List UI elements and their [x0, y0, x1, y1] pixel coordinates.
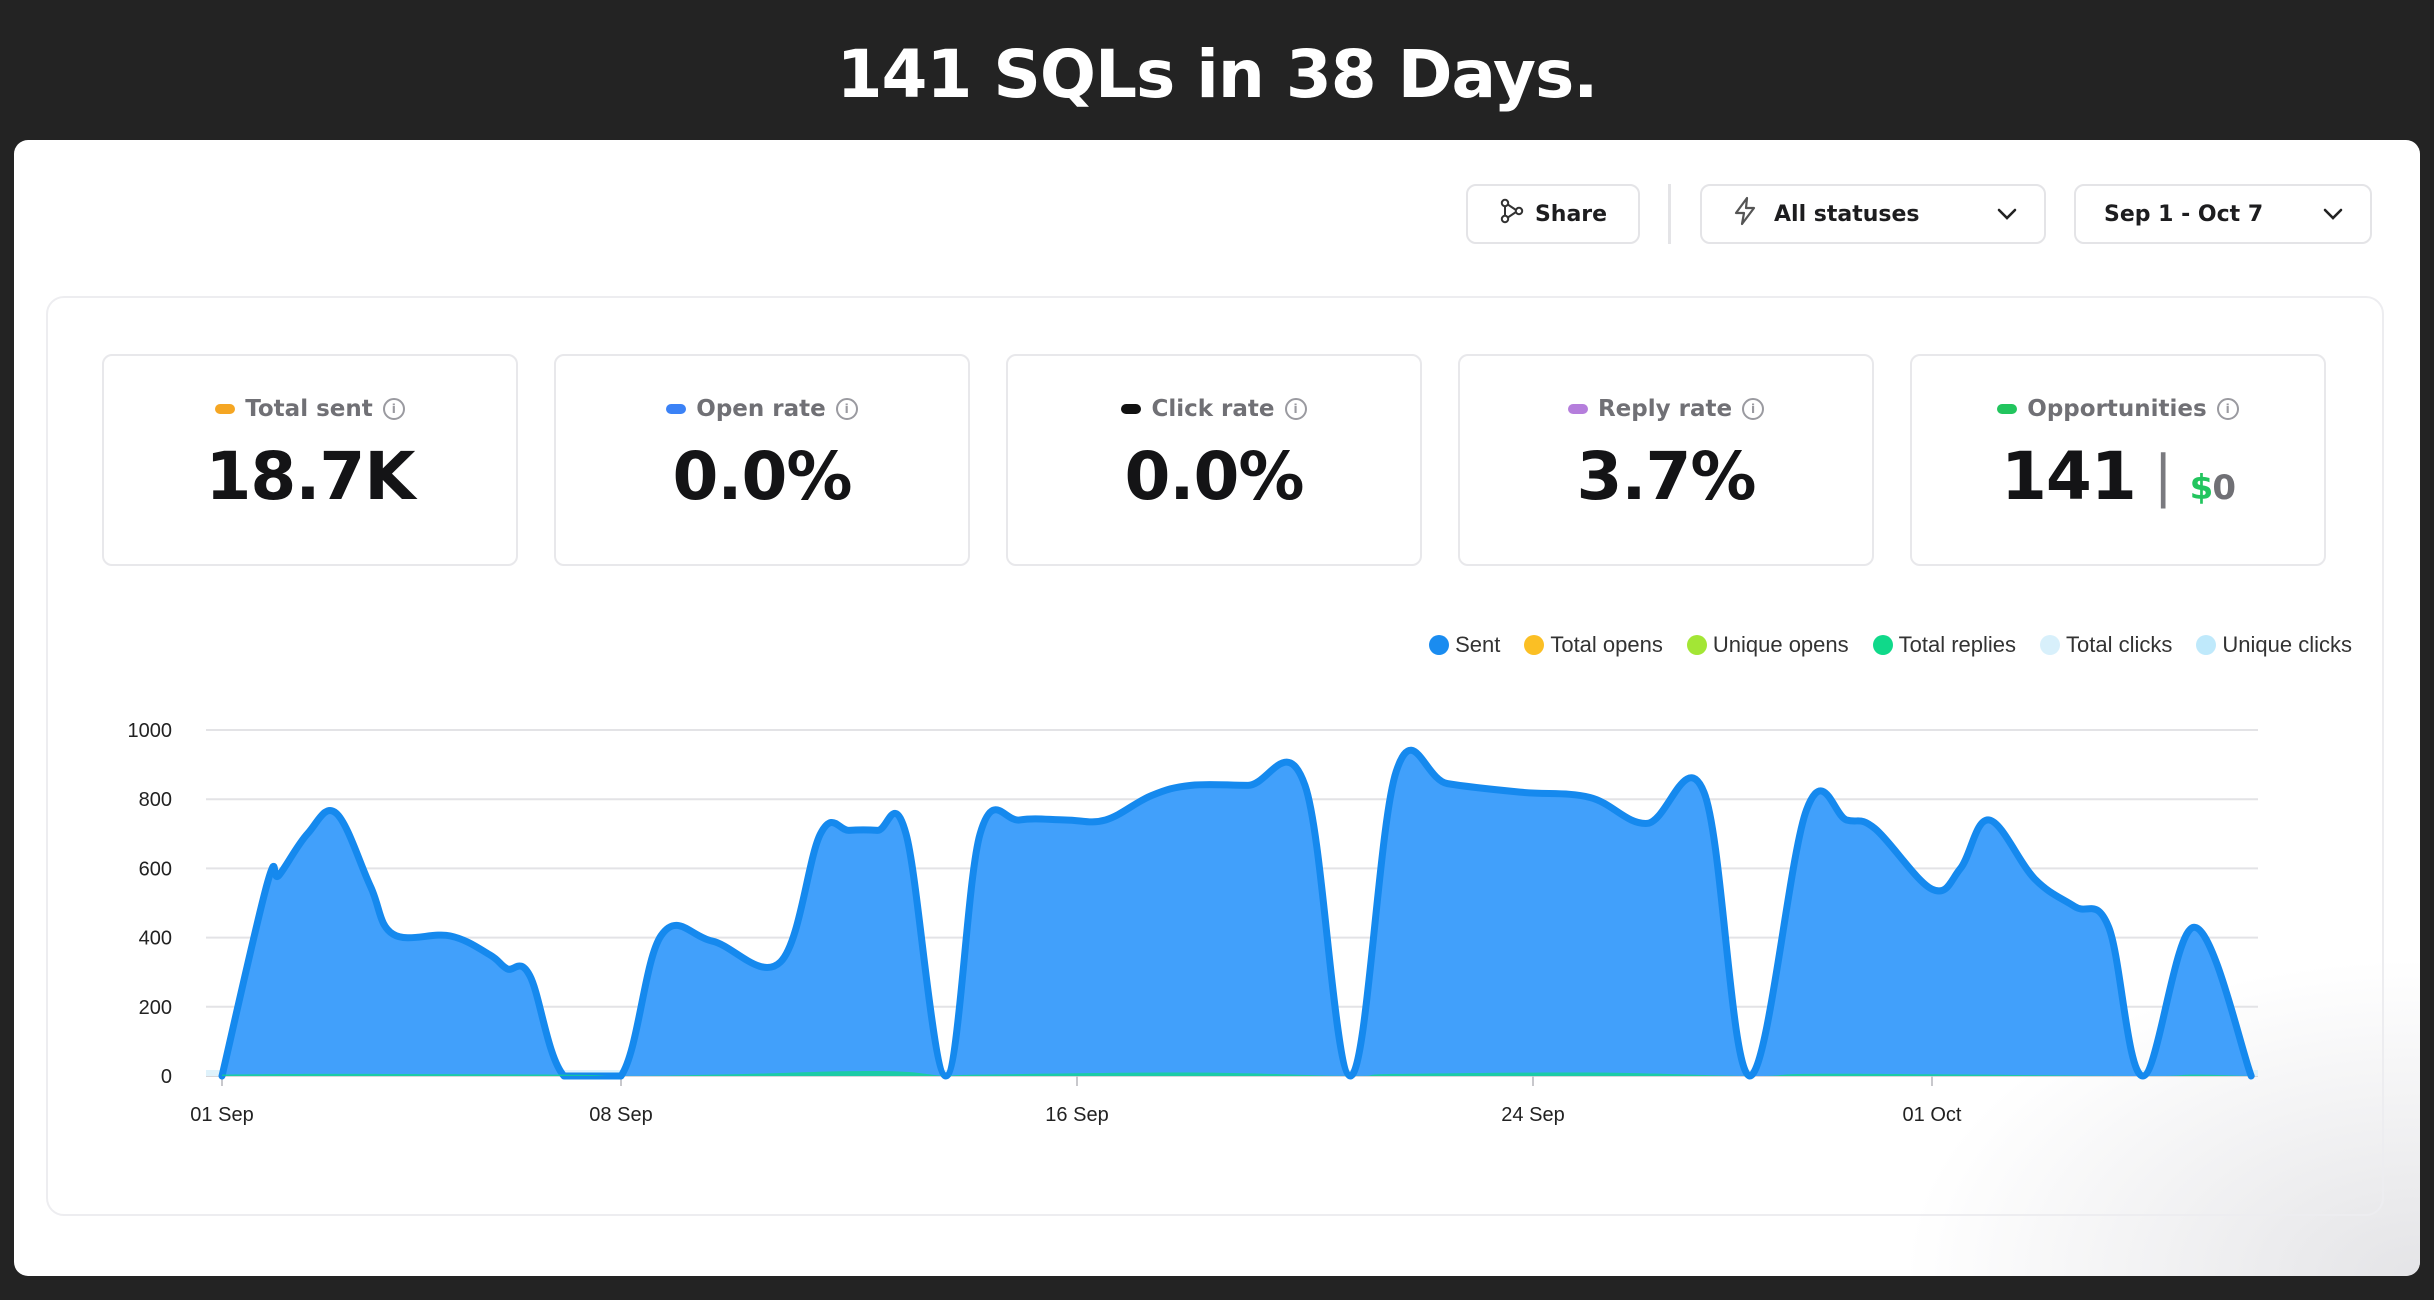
total-replies-area [222, 1070, 2252, 1076]
info-icon[interactable]: i [2216, 398, 2239, 420]
y-tick-label: 400 [139, 928, 172, 950]
opportunities-color-pill [1997, 404, 2018, 414]
legend-item-total-opens[interactable]: Total opens [1524, 632, 1663, 658]
stat-label: Open rate [696, 396, 826, 422]
info-icon[interactable]: i [1284, 398, 1307, 420]
stat-label: Total sent [245, 396, 373, 422]
value-separator: | [2153, 444, 2173, 509]
stat-value: 18.7K [205, 438, 416, 515]
legend-label: Sent [1455, 632, 1501, 657]
x-tick-label: 01 Oct [1903, 1104, 1962, 1126]
legend-item-unique-clicks[interactable]: Unique clicks [2196, 632, 2352, 658]
share-icon [1499, 198, 1525, 230]
chevron-down-icon [2322, 202, 2344, 227]
y-tick-label: 800 [139, 789, 172, 811]
legend-dot [1686, 635, 1707, 655]
info-icon[interactable]: i [835, 398, 858, 420]
stat-card-reply-rate: Reply rate i 3.7% [1458, 354, 1874, 566]
info-icon[interactable]: i [382, 398, 405, 420]
legend-label: Total clicks [2066, 632, 2173, 657]
x-tick-label: 16 Sep [1045, 1104, 1108, 1126]
y-tick-label: 600 [139, 858, 172, 880]
legend-label: Unique opens [1712, 632, 1849, 657]
legend-dot [1429, 635, 1450, 655]
analytics-card: Share All statuses Sep 1 - Oct 7 Total s… [14, 140, 2420, 1276]
chart-legend: Sent Total opens Unique opens Total repl… [1429, 632, 2352, 658]
click-rate-color-pill [1121, 404, 1142, 414]
x-tick-label: 08 Sep [589, 1104, 652, 1126]
stat-card-open-rate: Open rate i 0.0% [554, 354, 970, 566]
legend-label: Total replies [1898, 632, 2017, 657]
open-rate-color-pill [666, 404, 687, 414]
sent-area-chart: 0 200 400 600 800 1000 01 Sep 08 Sep 16 Sep 24 Se… [128, 720, 2258, 1126]
sent-area [222, 750, 2252, 1076]
x-tick-label: 01 Sep [190, 1104, 253, 1126]
stat-label: Opportunities [2027, 396, 2207, 422]
legend-item-total-clicks[interactable]: Total clicks [2040, 632, 2172, 658]
share-label: Share [1534, 201, 1608, 227]
status-filter-dropdown[interactable]: All statuses [1700, 184, 2046, 244]
date-range-label: Sep 1 - Oct 7 [2104, 201, 2264, 227]
chevron-down-icon [1996, 202, 2018, 227]
y-tick-label: 200 [139, 997, 172, 1019]
money-amount: 0 [2212, 468, 2236, 508]
date-range-dropdown[interactable]: Sep 1 - Oct 7 [2074, 184, 2372, 244]
legend-item-total-replies[interactable]: Total replies [1872, 632, 2017, 658]
legend-item-unique-opens[interactable]: Unique opens [1686, 632, 1849, 658]
legend-dot [1524, 635, 1545, 655]
stat-card-total-sent: Total sent i 18.7K [102, 354, 518, 566]
y-tick-label: 1000 [128, 720, 173, 742]
legend-item-sent[interactable]: Sent [1429, 632, 1500, 658]
legend-dot [2196, 635, 2217, 655]
sent-line [218, 746, 2255, 1080]
money-symbol: $ [2189, 468, 2214, 508]
stat-value: 0.0% [1124, 438, 1304, 515]
x-tick-label: 24 Sep [1501, 1104, 1564, 1126]
stat-value: 0.0% [672, 438, 852, 515]
toolbar-divider [1668, 184, 1671, 244]
legend-dot [1872, 635, 1893, 655]
stat-value: 141 | $0 [1912, 438, 2324, 515]
legend-dot [2040, 635, 2061, 655]
opportunities-count: 141 [2001, 438, 2137, 515]
reply-rate-color-pill [1567, 404, 1588, 414]
stat-value: 3.7% [1576, 438, 1756, 515]
info-icon[interactable]: i [1742, 398, 1765, 420]
share-button[interactable]: Share [1466, 184, 1640, 244]
stat-card-opportunities: Opportunities i 141 | $0 [1910, 354, 2326, 566]
metrics-panel [46, 296, 2384, 1216]
stat-card-click-rate: Click rate i 0.0% [1006, 354, 1422, 566]
total-sent-color-pill [215, 404, 236, 414]
page-headline: 141 SQLs in 38 Days. [836, 36, 1599, 113]
opportunities-value: $0 [2189, 468, 2236, 508]
stat-label: Click rate [1151, 396, 1275, 422]
legend-label: Total opens [1550, 632, 1663, 657]
lightning-icon [1732, 196, 1758, 232]
stat-label: Reply rate [1597, 396, 1733, 422]
legend-label: Unique clicks [2222, 632, 2352, 657]
y-tick-label: 0 [161, 1066, 172, 1088]
status-filter-label: All statuses [1774, 201, 1920, 227]
